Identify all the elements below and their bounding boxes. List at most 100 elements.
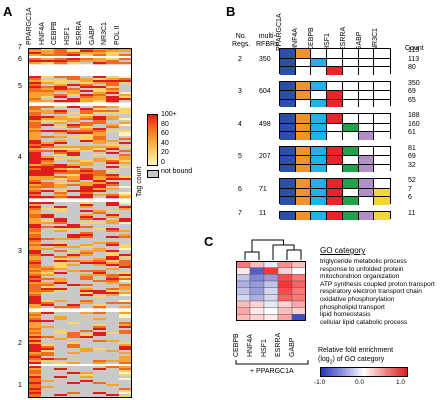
tag-count-tick: 0 (161, 159, 165, 166)
go-heatmap-cell (236, 300, 251, 308)
combination-cell (358, 188, 375, 196)
combination-cell (342, 123, 359, 131)
combination-cell (311, 91, 328, 99)
tag-count-colorbar (147, 114, 158, 166)
combination-row (280, 114, 391, 123)
multi-rfbrs-header: multi- RFBRs (256, 33, 279, 48)
combination-cell (280, 114, 296, 123)
combination-cell (311, 99, 328, 107)
combination-cell (374, 179, 391, 188)
combination-cell (295, 81, 312, 90)
panel-a-col-label: ESRRA (76, 20, 83, 45)
combination-cell (374, 123, 391, 131)
go-category-label: lipid homeostasis (320, 311, 371, 319)
combination-cell (327, 49, 343, 58)
no-regs-value: 5 (238, 153, 242, 161)
combination-cell (295, 67, 312, 75)
go-heatmap-cell (277, 294, 293, 302)
combination-count: 69 (408, 153, 416, 160)
multi-rfbrs-value: 350 (259, 55, 271, 63)
combination-cell (295, 123, 312, 131)
combination-cell (311, 132, 328, 140)
combination-group (279, 80, 391, 107)
combination-count: 32 (408, 161, 416, 169)
combination-cell (358, 81, 375, 90)
go-heatmap-cell (263, 267, 279, 275)
combination-cell (311, 123, 328, 131)
combination-cell (374, 49, 391, 58)
go-category-label: ATP synthesis coupled proton transport (320, 280, 435, 288)
combination-cell (374, 91, 391, 99)
combination-row (280, 66, 391, 75)
not-bound-label: not bound (161, 168, 193, 175)
combination-cell (374, 197, 391, 205)
panel-a-group-label: 3 (18, 248, 22, 255)
go-heatmap-cell (277, 307, 293, 315)
go-heatmap-cell (249, 280, 265, 288)
panel-b-letter: B (226, 4, 236, 19)
combination-cell (295, 91, 312, 99)
no-regs-value: 2 (238, 55, 242, 63)
combination-group (279, 48, 391, 75)
combination-cell (327, 164, 343, 172)
combination-cell (280, 132, 296, 140)
go-column-label: CEBPB (233, 333, 240, 357)
go-heatmap-cell (291, 280, 306, 288)
tag-count-tick: 100+ (161, 111, 177, 118)
go-category-title: GO category (320, 246, 366, 255)
not-bound-swatch (147, 170, 159, 178)
go-column-label: ESRRA (275, 332, 282, 357)
panel-a-group-label: 4 (18, 154, 22, 161)
combination-row (280, 131, 391, 140)
combination-cell (374, 58, 391, 66)
combination-cell (311, 179, 328, 188)
panel-a-letter: A (3, 4, 13, 19)
go-heatmap-cell (236, 287, 251, 295)
go-heatmap-cell (263, 294, 279, 302)
combination-cell (280, 179, 296, 188)
enrichment-tick: 0.0 (355, 379, 365, 386)
go-category-label: mitochondrion organization (320, 273, 400, 281)
go-category-label: cellular lipid catabolic process (320, 318, 408, 326)
combination-row (280, 196, 391, 205)
combination-row (280, 90, 391, 99)
dendrogram-branch (286, 249, 302, 260)
combination-cell (374, 188, 391, 196)
combination-cell (295, 156, 312, 164)
combination-cell (374, 164, 391, 172)
multi-rfbrs-value: 71 (259, 185, 267, 193)
combination-row (280, 57, 391, 66)
combination-cell (280, 91, 296, 99)
combination-count: 52 (408, 177, 416, 184)
combination-count: 80 (408, 64, 416, 71)
panel-a-group-label: 5 (18, 83, 22, 90)
combination-cell (295, 146, 312, 155)
combination-cell (374, 114, 391, 123)
combination-cell (280, 123, 296, 131)
combination-row (280, 146, 391, 155)
panel-a-group-label: 2 (18, 340, 22, 347)
combination-count: 69 (408, 88, 416, 95)
combination-cell (327, 197, 343, 205)
combination-row (280, 122, 391, 131)
combination-cell (358, 156, 375, 164)
heatmap-cells (28, 48, 132, 398)
combination-count: 113 (408, 55, 420, 63)
no-regs-value: 7 (238, 209, 242, 217)
combination-cell (311, 49, 328, 58)
go-heatmap-cell (263, 274, 279, 282)
combination-cell (280, 81, 296, 90)
go-category-label: phospholipid transport (320, 303, 385, 311)
go-heatmap-cell (236, 274, 251, 282)
combination-cell (342, 91, 359, 99)
combination-cell (311, 164, 328, 172)
combination-cell (311, 197, 328, 205)
combination-row (280, 49, 391, 58)
combination-count: 6 (408, 194, 412, 201)
dendrogram-branch (251, 239, 284, 252)
combination-count: 188 (408, 112, 420, 119)
go-heatmap-cell (291, 294, 306, 302)
combination-cell (311, 146, 328, 155)
go-category-label: triglyceride metabolic process (320, 258, 407, 265)
combination-cell (342, 156, 359, 164)
